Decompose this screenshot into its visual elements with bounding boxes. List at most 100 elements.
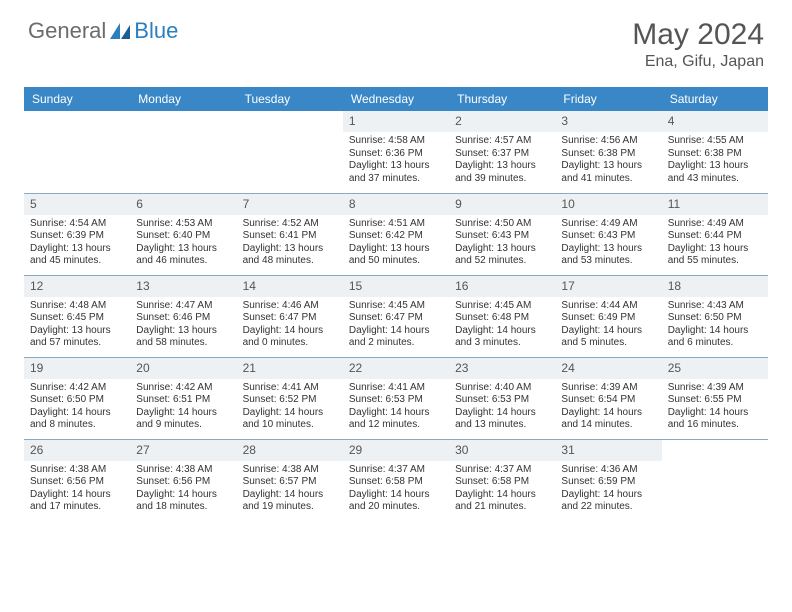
sunrise-text: Sunrise: 4:36 AM	[561, 464, 655, 477]
sunset-text: Sunset: 6:36 PM	[349, 148, 443, 161]
sunrise-text: Sunrise: 4:40 AM	[455, 382, 549, 395]
sunset-text: Sunset: 6:40 PM	[136, 230, 230, 243]
daylight-text: and 41 minutes.	[561, 173, 655, 186]
day-number: 8	[343, 194, 449, 215]
sunrise-text: Sunrise: 4:55 AM	[668, 135, 762, 148]
day-number: 13	[130, 276, 236, 297]
calendar-day-cell: 7Sunrise: 4:52 AMSunset: 6:41 PMDaylight…	[237, 193, 343, 275]
daylight-text: Daylight: 14 hours	[349, 489, 443, 502]
sunset-text: Sunset: 6:56 PM	[136, 476, 230, 489]
daylight-text: Daylight: 14 hours	[455, 325, 549, 338]
calendar-day-cell: 16Sunrise: 4:45 AMSunset: 6:48 PMDayligh…	[449, 275, 555, 357]
day-number: 12	[24, 276, 130, 297]
calendar-day-cell: 12Sunrise: 4:48 AMSunset: 6:45 PMDayligh…	[24, 275, 130, 357]
sunrise-text: Sunrise: 4:49 AM	[561, 218, 655, 231]
sunrise-text: Sunrise: 4:47 AM	[136, 300, 230, 313]
sunrise-text: Sunrise: 4:45 AM	[349, 300, 443, 313]
sunrise-text: Sunrise: 4:48 AM	[30, 300, 124, 313]
daylight-text: Daylight: 14 hours	[561, 325, 655, 338]
calendar-day-cell: 4Sunrise: 4:55 AMSunset: 6:38 PMDaylight…	[662, 111, 768, 193]
day-number: 3	[555, 111, 661, 132]
sunrise-text: Sunrise: 4:50 AM	[455, 218, 549, 231]
sunset-text: Sunset: 6:56 PM	[30, 476, 124, 489]
daylight-text: Daylight: 14 hours	[455, 407, 549, 420]
daylight-text: Daylight: 14 hours	[561, 489, 655, 502]
sunset-text: Sunset: 6:53 PM	[455, 394, 549, 407]
day-number: 4	[662, 111, 768, 132]
day-number: 7	[237, 194, 343, 215]
daylight-text: and 13 minutes.	[455, 419, 549, 432]
sunset-text: Sunset: 6:58 PM	[455, 476, 549, 489]
daylight-text: Daylight: 14 hours	[30, 489, 124, 502]
day-number: 6	[130, 194, 236, 215]
sunrise-text: Sunrise: 4:57 AM	[455, 135, 549, 148]
daylight-text: Daylight: 14 hours	[136, 407, 230, 420]
daylight-text: and 57 minutes.	[30, 337, 124, 350]
daylight-text: and 3 minutes.	[455, 337, 549, 350]
location-text: Ena, Gifu, Japan	[632, 53, 764, 71]
logo-text-blue: Blue	[134, 18, 178, 44]
daylight-text: and 53 minutes.	[561, 255, 655, 268]
day-number: 28	[237, 440, 343, 461]
day-number: 5	[24, 194, 130, 215]
sunrise-text: Sunrise: 4:44 AM	[561, 300, 655, 313]
calendar-day-cell: 9Sunrise: 4:50 AMSunset: 6:43 PMDaylight…	[449, 193, 555, 275]
daylight-text: Daylight: 13 hours	[136, 243, 230, 256]
daylight-text: and 46 minutes.	[136, 255, 230, 268]
daylight-text: Daylight: 14 hours	[136, 489, 230, 502]
day-number: 20	[130, 358, 236, 379]
day-number: 27	[130, 440, 236, 461]
daylight-text: and 17 minutes.	[30, 501, 124, 514]
header: General Blue May 2024 Ena, Gifu, Japan	[0, 0, 792, 81]
daylight-text: Daylight: 13 hours	[668, 243, 762, 256]
day-number: 31	[555, 440, 661, 461]
calendar-day-cell	[237, 111, 343, 193]
day-number: 23	[449, 358, 555, 379]
day-number: 1	[343, 111, 449, 132]
sunrise-text: Sunrise: 4:49 AM	[668, 218, 762, 231]
logo-sail-icon	[110, 23, 130, 39]
logo-text-general: General	[28, 18, 106, 44]
daylight-text: Daylight: 13 hours	[30, 243, 124, 256]
logo: General Blue	[28, 18, 178, 44]
daylight-text: and 5 minutes.	[561, 337, 655, 350]
day-number: 15	[343, 276, 449, 297]
weekday-header: Saturday	[662, 87, 768, 111]
daylight-text: and 45 minutes.	[30, 255, 124, 268]
daylight-text: Daylight: 14 hours	[243, 489, 337, 502]
calendar-day-cell: 20Sunrise: 4:42 AMSunset: 6:51 PMDayligh…	[130, 357, 236, 439]
daylight-text: and 18 minutes.	[136, 501, 230, 514]
calendar-day-cell: 26Sunrise: 4:38 AMSunset: 6:56 PMDayligh…	[24, 439, 130, 521]
daylight-text: Daylight: 13 hours	[349, 160, 443, 173]
calendar-day-cell: 14Sunrise: 4:46 AMSunset: 6:47 PMDayligh…	[237, 275, 343, 357]
day-number: 29	[343, 440, 449, 461]
daylight-text: and 22 minutes.	[561, 501, 655, 514]
calendar-day-cell: 30Sunrise: 4:37 AMSunset: 6:58 PMDayligh…	[449, 439, 555, 521]
sunset-text: Sunset: 6:52 PM	[243, 394, 337, 407]
sunset-text: Sunset: 6:58 PM	[349, 476, 443, 489]
daylight-text: and 9 minutes.	[136, 419, 230, 432]
daylight-text: and 48 minutes.	[243, 255, 337, 268]
daylight-text: Daylight: 13 hours	[455, 160, 549, 173]
sunrise-text: Sunrise: 4:37 AM	[455, 464, 549, 477]
calendar-day-cell: 2Sunrise: 4:57 AMSunset: 6:37 PMDaylight…	[449, 111, 555, 193]
daylight-text: and 55 minutes.	[668, 255, 762, 268]
daylight-text: and 39 minutes.	[455, 173, 549, 186]
daylight-text: and 14 minutes.	[561, 419, 655, 432]
calendar-day-cell: 29Sunrise: 4:37 AMSunset: 6:58 PMDayligh…	[343, 439, 449, 521]
sunset-text: Sunset: 6:43 PM	[561, 230, 655, 243]
sunrise-text: Sunrise: 4:38 AM	[136, 464, 230, 477]
calendar-day-cell: 18Sunrise: 4:43 AMSunset: 6:50 PMDayligh…	[662, 275, 768, 357]
daylight-text: and 2 minutes.	[349, 337, 443, 350]
calendar-day-cell	[24, 111, 130, 193]
calendar-week-row: 5Sunrise: 4:54 AMSunset: 6:39 PMDaylight…	[24, 193, 768, 275]
day-number: 26	[24, 440, 130, 461]
calendar-day-cell: 24Sunrise: 4:39 AMSunset: 6:54 PMDayligh…	[555, 357, 661, 439]
sunset-text: Sunset: 6:45 PM	[30, 312, 124, 325]
sunset-text: Sunset: 6:55 PM	[668, 394, 762, 407]
weekday-header: Monday	[130, 87, 236, 111]
daylight-text: and 20 minutes.	[349, 501, 443, 514]
daylight-text: Daylight: 14 hours	[30, 407, 124, 420]
daylight-text: and 19 minutes.	[243, 501, 337, 514]
day-number: 16	[449, 276, 555, 297]
